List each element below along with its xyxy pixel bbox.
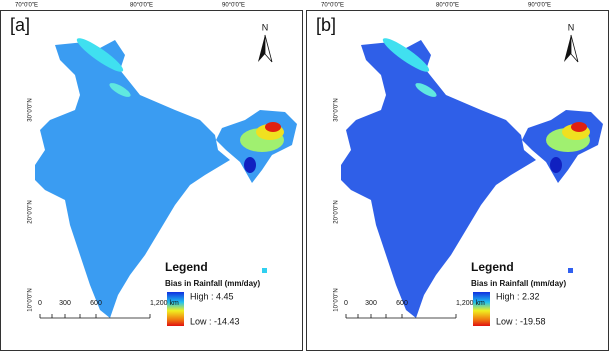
legend-subtitle: Bias in Rainfall (mm/day): [165, 279, 260, 288]
map-panel: 30°0'0"N 20°0'0"N 10°0'0"N [a] N Legend Bias i…: [0, 10, 303, 351]
scale-label: 300: [365, 300, 377, 307]
bias-streak: [109, 83, 131, 97]
bias-hotspot: [265, 122, 281, 132]
legend-ramp: [473, 292, 490, 326]
legend-swatch: [262, 268, 267, 273]
lat-label: 30°0'0"N: [28, 98, 34, 121]
bias-streak: [415, 83, 437, 97]
legend-ramp: [167, 292, 184, 326]
legend-subtitle: Bias in Rainfall (mm/day): [471, 279, 566, 288]
lon-label: 80°0'0"E: [436, 3, 459, 9]
lat-label: 10°0'0"N: [28, 288, 34, 311]
lat-label: 20°0'0"N: [28, 200, 34, 223]
scale-label: 0: [344, 300, 348, 307]
lon-label: 90°0'0"E: [222, 3, 245, 9]
lat-label: 30°0'0"N: [334, 98, 340, 121]
panel-label: [b]: [316, 15, 336, 35]
north-arrow: [258, 35, 265, 62]
legend-low: Low : -14.43: [190, 316, 240, 326]
lon-label: 70°0'0"E: [15, 3, 38, 9]
lat-label: 20°0'0"N: [334, 200, 340, 223]
north-label: N: [262, 22, 269, 32]
legend-swatch: [568, 268, 573, 273]
legend-high: High : 2.32: [496, 291, 540, 301]
bias-streak: [76, 38, 124, 72]
bias-low: [550, 157, 562, 173]
map-panel: 30°0'0"N 20°0'0"N 10°0'0"N [b] N Legend Bias i…: [306, 10, 609, 351]
north-label: N: [568, 22, 575, 32]
scale-label: 600: [90, 300, 102, 307]
bias-streak: [382, 38, 430, 72]
lon-label: 90°0'0"E: [528, 3, 551, 9]
north-arrow: [570, 34, 579, 63]
lon-label: 70°0'0"E: [321, 3, 344, 9]
legend-title: Legend: [471, 260, 514, 274]
scale-label: 600: [396, 300, 408, 307]
legend-low: Low : -19.58: [496, 316, 546, 326]
bias-hotspot: [571, 122, 587, 132]
lat-label: 10°0'0"N: [334, 288, 340, 311]
north-arrow: [264, 34, 273, 63]
bias-low: [244, 157, 256, 173]
scale-label: 1,200 km: [456, 300, 485, 307]
scale-label: 0: [38, 300, 42, 307]
scale-label: 1,200 km: [150, 300, 179, 307]
lon-label: 80°0'0"E: [130, 3, 153, 9]
scale-label: 300: [59, 300, 71, 307]
india-outline: [341, 40, 536, 318]
india-outline: [35, 40, 230, 318]
panel-label: [a]: [10, 15, 30, 35]
north-arrow: [564, 35, 571, 62]
legend-title: Legend: [165, 260, 208, 274]
legend-high: High : 4.45: [190, 291, 234, 301]
